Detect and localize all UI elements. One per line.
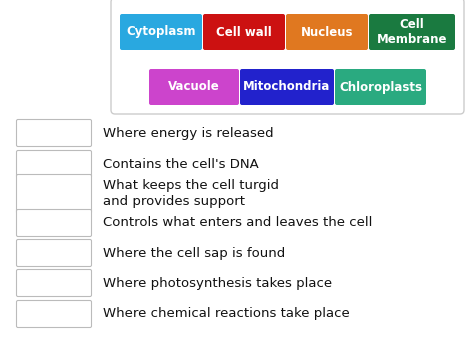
Text: What keeps the cell turgid
and provides support: What keeps the cell turgid and provides …: [103, 180, 279, 208]
Text: Controls what enters and leaves the cell: Controls what enters and leaves the cell: [103, 217, 373, 229]
Text: Where the cell sap is found: Where the cell sap is found: [103, 246, 285, 260]
Text: Nucleus: Nucleus: [301, 26, 353, 38]
Text: Where chemical reactions take place: Where chemical reactions take place: [103, 307, 350, 321]
Text: Chloroplasts: Chloroplasts: [339, 81, 422, 93]
FancyBboxPatch shape: [335, 69, 426, 105]
Text: Vacuole: Vacuole: [168, 81, 220, 93]
FancyBboxPatch shape: [240, 69, 334, 105]
FancyBboxPatch shape: [286, 14, 368, 50]
FancyBboxPatch shape: [17, 151, 91, 178]
FancyBboxPatch shape: [111, 0, 464, 114]
Text: Contains the cell's DNA: Contains the cell's DNA: [103, 158, 259, 170]
Text: Cell
Membrane: Cell Membrane: [377, 18, 447, 46]
Text: Where photosynthesis takes place: Where photosynthesis takes place: [103, 277, 332, 289]
FancyBboxPatch shape: [203, 14, 285, 50]
FancyBboxPatch shape: [17, 175, 91, 213]
FancyBboxPatch shape: [17, 269, 91, 296]
Text: Mitochondria: Mitochondria: [243, 81, 331, 93]
FancyBboxPatch shape: [17, 120, 91, 147]
FancyBboxPatch shape: [369, 14, 455, 50]
Text: Where energy is released: Where energy is released: [103, 126, 273, 140]
Text: Cell wall: Cell wall: [216, 26, 272, 38]
FancyBboxPatch shape: [17, 240, 91, 267]
Text: Cytoplasm: Cytoplasm: [126, 26, 196, 38]
FancyBboxPatch shape: [120, 14, 202, 50]
FancyBboxPatch shape: [17, 300, 91, 328]
FancyBboxPatch shape: [149, 69, 239, 105]
FancyBboxPatch shape: [17, 209, 91, 236]
